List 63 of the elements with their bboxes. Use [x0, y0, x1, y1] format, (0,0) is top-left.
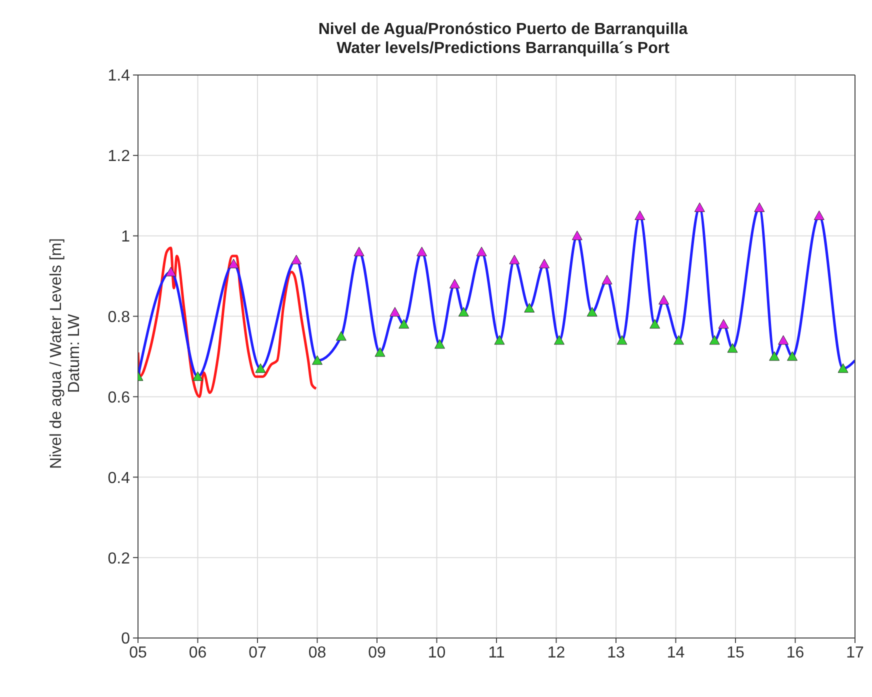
- point: [673, 335, 684, 345]
- point: [754, 202, 765, 212]
- line-series: [138, 246, 318, 398]
- point: [434, 339, 445, 349]
- point: [476, 246, 487, 256]
- y-tick-label: 0.2: [108, 550, 130, 568]
- point: [374, 347, 386, 357]
- point: [228, 258, 239, 268]
- x-tick-label: 15: [726, 644, 744, 662]
- point: [650, 319, 660, 329]
- point: [192, 371, 203, 381]
- point: [787, 351, 798, 361]
- x-tick-label: 16: [786, 644, 804, 662]
- point: [255, 363, 266, 373]
- x-tick-label: 07: [248, 644, 266, 662]
- x-tick-label: 06: [188, 644, 207, 662]
- point: [572, 230, 582, 240]
- point: [718, 319, 729, 329]
- chart-title: Nivel de Agua/Pronóstico Puerto de Barranquilla Water levels/Predictions Barranquilla´s Port: [317, 20, 689, 58]
- point: [602, 274, 612, 284]
- point: [616, 335, 628, 345]
- x-tick-label: 08: [308, 644, 326, 662]
- point: [354, 246, 364, 256]
- point: [458, 307, 469, 317]
- point: [291, 254, 302, 264]
- point: [312, 355, 322, 365]
- y-tick-label: 1.4: [108, 68, 130, 85]
- x-tick-label: 14: [666, 644, 685, 662]
- y-tick-label: 0.6: [108, 389, 130, 406]
- x-tick-label: 09: [368, 644, 386, 662]
- point: [586, 307, 598, 317]
- y-tick-label: 0: [121, 630, 130, 648]
- point: [727, 343, 738, 353]
- y-tick-label: 0.8: [108, 308, 130, 326]
- x-tick-label: 05: [129, 644, 147, 662]
- point: [769, 351, 780, 361]
- y-axis-title: Nivel de agua / Water Levels [m] Datum: LW: [48, 238, 83, 469]
- x-tick-label: 13: [607, 644, 625, 662]
- y-tick-label: 1: [121, 228, 130, 246]
- x-tick-label: 17: [846, 644, 864, 662]
- x-tick-label: 11: [488, 644, 505, 662]
- point: [509, 254, 520, 264]
- point: [838, 363, 848, 373]
- point: [494, 335, 505, 345]
- point: [554, 335, 564, 345]
- point: [524, 302, 535, 312]
- point: [634, 210, 646, 220]
- point: [390, 307, 400, 317]
- x-tick-label: 10: [428, 644, 446, 662]
- point: [416, 246, 428, 256]
- point: [398, 319, 410, 329]
- point: [539, 258, 550, 268]
- point: [709, 335, 720, 345]
- point: [166, 266, 176, 276]
- x-tick-label: 12: [547, 644, 566, 662]
- point: [814, 210, 824, 220]
- y-tick-label: 0.4: [108, 470, 130, 487]
- point: [658, 294, 670, 304]
- point: [336, 331, 346, 341]
- point: [778, 335, 789, 345]
- point: [694, 202, 705, 212]
- point: [449, 278, 460, 288]
- y-tick-label: 1.2: [108, 148, 130, 166]
